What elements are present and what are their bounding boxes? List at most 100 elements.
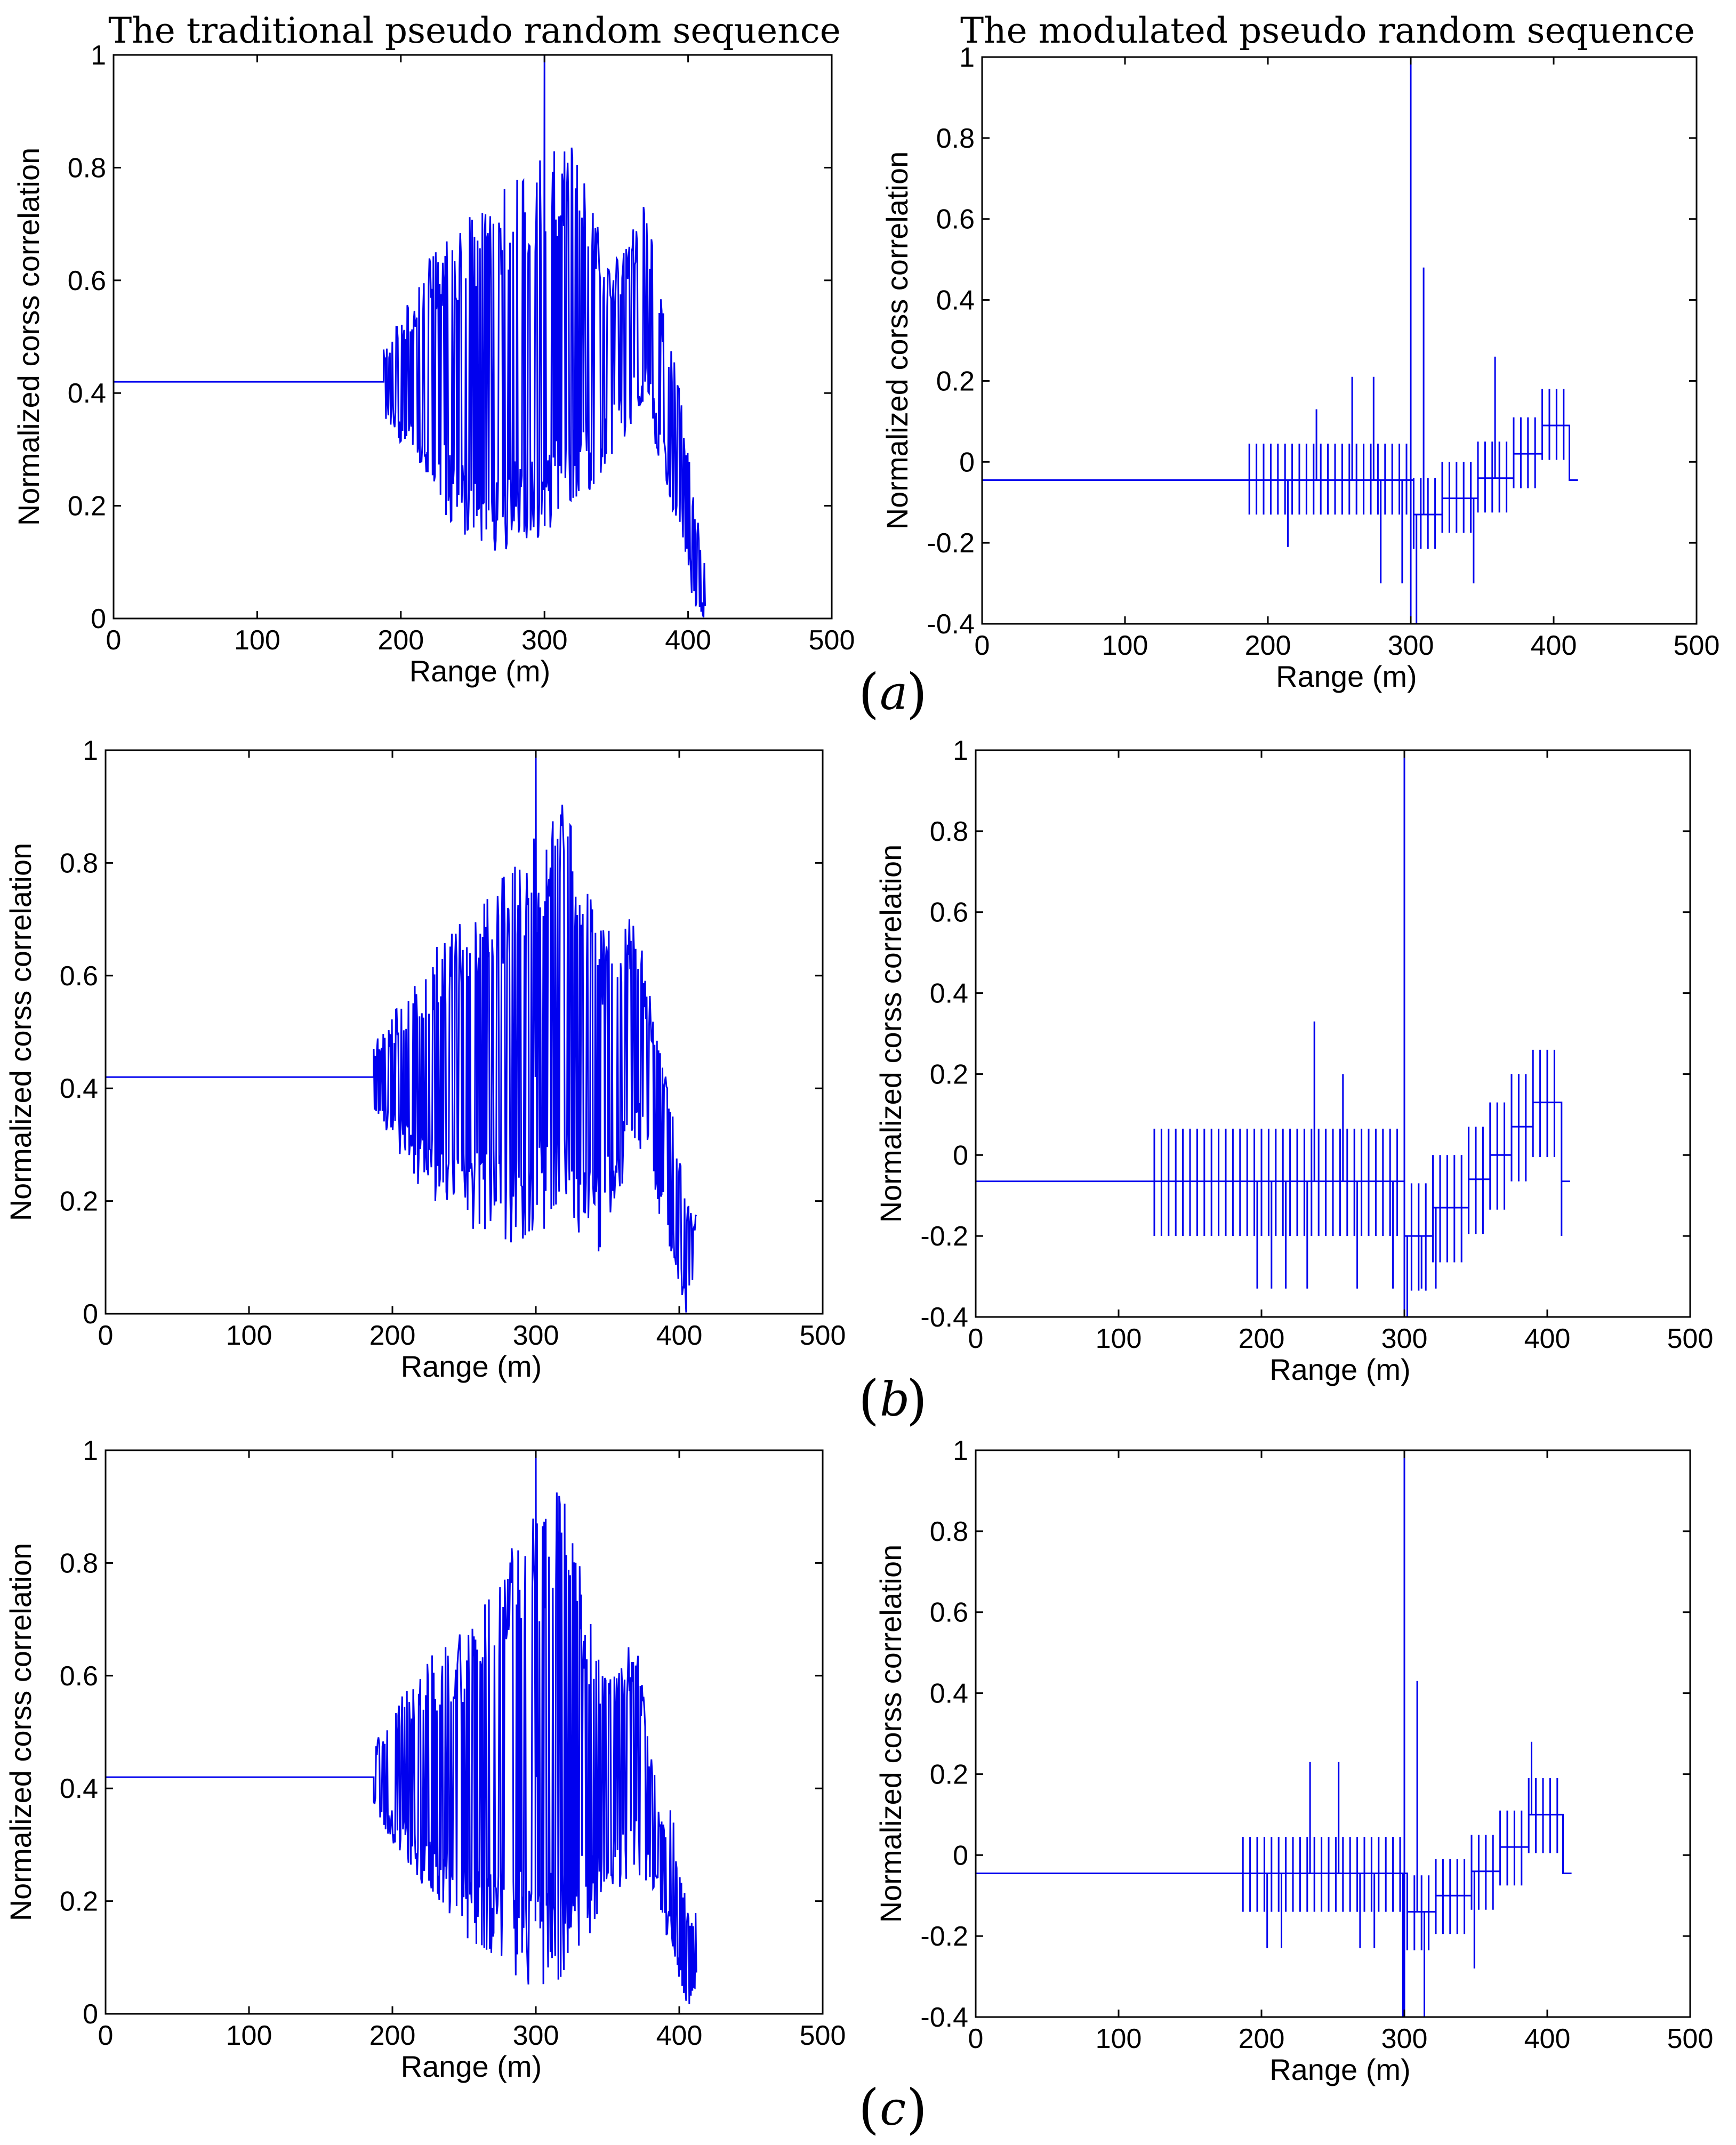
signal-line <box>976 1021 1570 1317</box>
x-tick-label: 200 <box>1239 1323 1285 1354</box>
plot-frame <box>975 749 1691 1318</box>
x-tick-label: 400 <box>1524 1323 1571 1354</box>
y-tick-label: 0.2 <box>930 1759 968 1790</box>
y-axis-label: Normalized corss correlation <box>12 148 45 526</box>
y-axis-label: Normalized corss correlation <box>4 1543 37 1922</box>
y-tick-label: 0 <box>91 604 106 634</box>
plot-frame <box>981 56 1698 625</box>
y-tick-label: 0.8 <box>936 123 975 154</box>
y-tick-label: 0.4 <box>930 978 968 1009</box>
x-tick-label: 100 <box>1096 2023 1142 2054</box>
x-tick-label: 0 <box>98 1320 114 1351</box>
left-column-title: The traditional pseudo random sequence <box>108 10 841 51</box>
panel-label-b: ( b ) <box>858 1369 927 1431</box>
x-tick-label: 200 <box>1239 2023 1285 2054</box>
x-tick-label: 300 <box>513 1320 559 1351</box>
y-tick-label: 1 <box>83 735 98 766</box>
plot-frame <box>105 1449 824 2015</box>
x-tick-label: 100 <box>226 2020 272 2051</box>
x-tick-label: 500 <box>800 2020 846 2051</box>
x-tick-label: 400 <box>656 1320 703 1351</box>
panel-label-b-close: ) <box>906 1369 927 1431</box>
x-tick-label: 500 <box>1667 2023 1714 2054</box>
x-axis-label: Range (m) <box>409 654 551 688</box>
y-tick-label: 0.4 <box>68 378 106 409</box>
signal-line <box>106 750 697 1313</box>
y-tick-label: -0.2 <box>920 1221 968 1252</box>
plot-frame <box>105 749 824 1315</box>
y-tick-label: 1 <box>91 40 106 71</box>
chart-a-left: 0 100 200 300 400 500 0 0.2 0.4 0.6 0.8 1 Range (m) N… <box>12 40 855 688</box>
y-tick-label: 0.8 <box>930 816 968 847</box>
x-tick-label: 200 <box>377 625 424 656</box>
x-tick-label: 300 <box>521 625 568 656</box>
y-tick-label: 0.4 <box>60 1773 98 1804</box>
x-tick-label: 0 <box>106 625 122 656</box>
y-axis-label: Normalized corss correlation <box>874 1545 907 1923</box>
signal-line <box>114 55 706 618</box>
x-tick-label: 500 <box>1674 630 1720 661</box>
x-tick-label: 400 <box>1524 2023 1571 2054</box>
y-tick-label: 0.6 <box>68 266 106 296</box>
x-axis-label: Range (m) <box>1269 2053 1411 2086</box>
chart-b-left: 0 100 200 300 400 500 0 0.2 0.4 0.6 0.8 1 Range (m) N… <box>4 735 846 1383</box>
panel-label-c: ( c ) <box>858 2078 927 2140</box>
y-tick-label: 0.2 <box>930 1059 968 1090</box>
x-tick-label: 500 <box>1667 1323 1714 1354</box>
y-tick-label: 0.6 <box>930 897 968 928</box>
panel-label-a-letter: a <box>880 665 907 720</box>
signal-line <box>106 1450 697 2004</box>
chart-b-right: 0 100 200 300 400 500 -0.4 -0.2 0 0.2 0.4 0.6 0.8 1 Ra… <box>874 735 1713 1386</box>
chart-c-right: 0 100 200 300 400 500 -0.4 -0.2 0 0.2 0.4 0.6 0.8 1 Ra… <box>874 1435 1713 2086</box>
x-tick-label: 100 <box>1102 630 1148 661</box>
y-tick-label: -0.4 <box>920 1302 968 1333</box>
y-tick-label: 0 <box>959 447 975 478</box>
y-tick-label: 0.4 <box>936 285 975 316</box>
y-tick-label: 1 <box>953 1435 968 1466</box>
x-tick-label: 0 <box>968 2023 984 2054</box>
plot-frame <box>112 54 833 620</box>
x-axis-label: Range (m) <box>1269 1353 1411 1386</box>
x-tick-label: 100 <box>1096 1323 1142 1354</box>
y-tick-label: 1 <box>959 42 975 73</box>
y-tick-label: 0.2 <box>936 366 975 397</box>
panel-label-c-close: ) <box>906 2078 927 2140</box>
y-tick-label: 0.8 <box>930 1516 968 1547</box>
panel-label-b-open: ( <box>858 1369 879 1431</box>
signal-line <box>976 1681 1572 2017</box>
y-tick-label: -0.4 <box>920 2002 968 2033</box>
y-tick-label: -0.4 <box>927 609 975 640</box>
y-tick-label: 0.6 <box>60 961 98 992</box>
panel-label-b-letter: b <box>880 1372 910 1427</box>
y-tick-label: 1 <box>83 1435 98 1466</box>
panel-label-a: ( a ) <box>858 662 927 725</box>
x-axis-label: Range (m) <box>401 2050 542 2083</box>
x-tick-label: 0 <box>975 630 990 661</box>
panel-label-c-open: ( <box>858 2078 879 2140</box>
y-tick-label: 0.8 <box>60 848 98 879</box>
y-axis-label: Normalized corss correlation <box>4 843 37 1222</box>
panel-label-a-open: ( <box>858 662 879 725</box>
x-tick-label: 400 <box>665 625 711 656</box>
y-tick-label: -0.2 <box>927 528 975 559</box>
chart-a-right: 0 100 200 300 400 500 -0.4 -0.2 0 0.2 0.4 0.6 0.8 1 Ra… <box>880 42 1719 693</box>
x-axis-label: Range (m) <box>1276 660 1417 693</box>
right-column-title: The modulated pseudo random sequence <box>960 10 1695 51</box>
x-tick-label: 0 <box>968 1323 984 1354</box>
x-tick-label: 200 <box>369 2020 416 2051</box>
x-tick-label: 400 <box>656 2020 703 2051</box>
y-tick-label: 1 <box>953 735 968 766</box>
x-tick-label: 100 <box>234 625 280 656</box>
x-axis-label: Range (m) <box>401 1349 542 1383</box>
x-tick-label: 300 <box>1381 2023 1428 2054</box>
y-tick-label: 0 <box>953 1840 968 1871</box>
signal-line <box>982 267 1578 624</box>
y-tick-label: 0.6 <box>60 1661 98 1692</box>
y-axis-label: Normalized corss correlation <box>880 151 914 530</box>
x-tick-label: 500 <box>809 625 855 656</box>
y-tick-label: 0.2 <box>60 1186 98 1217</box>
x-tick-label: 400 <box>1531 630 1577 661</box>
y-tick-label: 0 <box>83 1299 98 1330</box>
x-tick-label: 300 <box>1381 1323 1428 1354</box>
